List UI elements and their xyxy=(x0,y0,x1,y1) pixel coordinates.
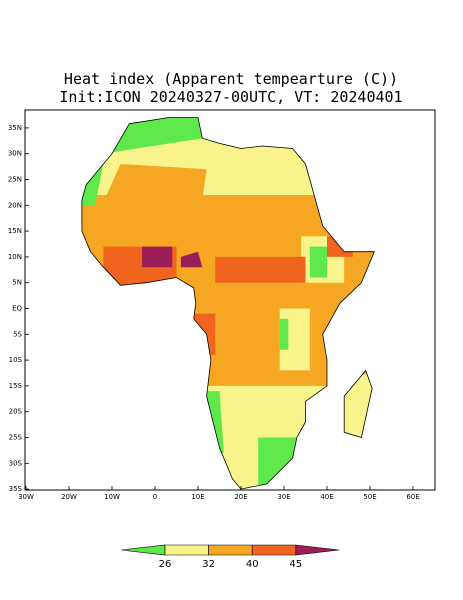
heat-region xyxy=(279,318,289,350)
lat-tick-label: 15N xyxy=(8,227,22,235)
lat-tick-label: 35N xyxy=(8,124,22,132)
lat-tick-label: 30S xyxy=(9,459,23,467)
lon-tick-label: 40E xyxy=(320,493,333,501)
lat-tick-label: 15S xyxy=(9,382,23,390)
lon-tick-label: 10E xyxy=(191,493,204,501)
lon-tick-label: 20W xyxy=(61,493,77,501)
heat-region xyxy=(90,164,207,232)
coastline xyxy=(81,117,375,490)
lat-tick-label: 5N xyxy=(12,279,22,287)
land xyxy=(81,117,375,490)
heat-region xyxy=(189,313,216,355)
colorbar-segment xyxy=(251,544,297,556)
title: Heat index (Apparent tempearture (C)) xyxy=(64,70,398,88)
colorbar-label: 45 xyxy=(289,559,302,570)
map xyxy=(81,117,375,490)
heat-region xyxy=(180,251,203,268)
colorbar-label: 32 xyxy=(202,559,215,570)
colorbar-label: 40 xyxy=(246,559,259,570)
lon-tick-label: 0 xyxy=(153,493,157,501)
lon-tick-label: 30E xyxy=(277,493,290,501)
lat-tick-label: 10N xyxy=(8,253,22,261)
colorbar-label: 26 xyxy=(159,559,172,570)
lat-tick-label: 30N xyxy=(8,150,22,158)
lat-tick-label: 20N xyxy=(8,201,22,209)
colorbar-segment xyxy=(121,544,166,556)
lat-tick-label: 20S xyxy=(9,408,23,416)
lat-tick-label: 5S xyxy=(13,330,22,338)
heat-region xyxy=(142,246,173,268)
heat-region xyxy=(215,256,306,283)
lat-tick-label: 35S xyxy=(9,485,23,493)
colorbar-segment xyxy=(295,544,340,556)
lon-tick-label: 10W xyxy=(104,493,120,501)
lon-tick-label: 20E xyxy=(234,493,247,501)
lat-tick-label: 25S xyxy=(9,434,23,442)
subtitle: Init:ICON 20240327-00UTC, VT: 20240401 xyxy=(59,88,402,106)
colorbar: 26 32 40 45 xyxy=(121,544,340,570)
lon-tick-label: 50E xyxy=(363,493,376,501)
heat-region xyxy=(309,246,327,278)
colorbar-segment xyxy=(164,544,209,556)
heat-region xyxy=(327,370,375,443)
lat-tick-label: 25N xyxy=(8,176,22,184)
lon-tick-label: 30W xyxy=(18,493,34,501)
lat-tick-label: EQ xyxy=(12,305,22,313)
colorbar-segment xyxy=(208,544,253,556)
lon-tick-label: 60E xyxy=(406,493,419,501)
lat-tick-label: 10S xyxy=(9,356,23,364)
map-frame xyxy=(24,109,436,491)
